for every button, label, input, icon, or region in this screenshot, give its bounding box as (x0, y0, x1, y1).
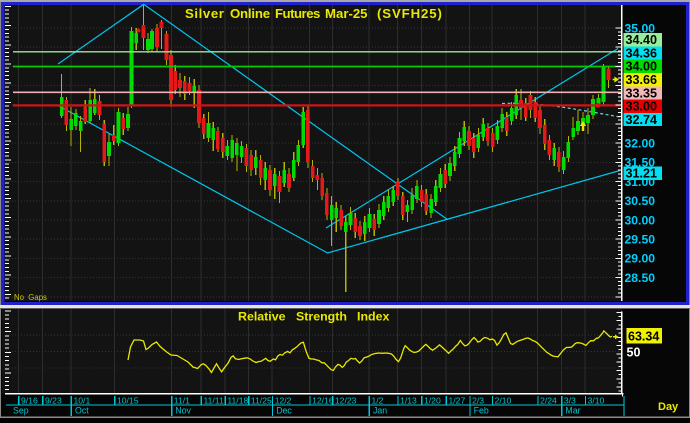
svg-text:32.74: 32.74 (626, 113, 658, 127)
svg-text:30.50: 30.50 (625, 194, 656, 208)
svg-text:35.00: 35.00 (625, 21, 656, 35)
svg-text:2/10: 2/10 (495, 395, 512, 405)
svg-text:32.00: 32.00 (625, 137, 656, 151)
svg-text:Dec: Dec (276, 406, 292, 416)
svg-text:31.21: 31.21 (626, 167, 658, 181)
svg-text:3/10: 3/10 (588, 395, 605, 405)
svg-text:1/27: 1/27 (449, 395, 466, 405)
svg-text:34.36: 34.36 (626, 46, 658, 60)
svg-text:Feb: Feb (474, 406, 489, 416)
svg-text:Nov: Nov (175, 406, 191, 416)
svg-text:1/13: 1/13 (400, 395, 417, 405)
svg-text:10/1: 10/1 (74, 395, 91, 405)
svg-text:30.00: 30.00 (625, 213, 656, 227)
svg-text:12/16: 12/16 (312, 395, 334, 405)
svg-text:10/15: 10/15 (117, 395, 139, 405)
svg-text:34.40: 34.40 (626, 33, 658, 47)
svg-text:28.50: 28.50 (625, 271, 656, 285)
svg-text:12/2: 12/2 (275, 395, 292, 405)
svg-text:33.00: 33.00 (626, 100, 658, 114)
svg-text:12/23: 12/23 (335, 395, 357, 405)
svg-text:33.35: 33.35 (626, 86, 658, 100)
svg-text:1/20: 1/20 (424, 395, 441, 405)
svg-text:No Gaps: No Gaps (14, 293, 47, 302)
svg-text:33.66: 33.66 (626, 73, 658, 87)
svg-text:3/3: 3/3 (564, 395, 576, 405)
svg-text:1/2: 1/2 (372, 395, 384, 405)
svg-text:Oct: Oct (75, 406, 89, 416)
svg-text:2/24: 2/24 (540, 395, 557, 405)
svg-text:34.00: 34.00 (626, 60, 658, 74)
svg-text:11/18: 11/18 (227, 395, 248, 405)
svg-text:Mar: Mar (565, 406, 580, 416)
svg-text:29.50: 29.50 (625, 233, 656, 247)
svg-text:11/1: 11/1 (174, 395, 190, 405)
svg-text:11/25: 11/25 (251, 395, 272, 405)
svg-text:11/11: 11/11 (204, 395, 224, 405)
svg-text:9/23: 9/23 (45, 395, 62, 405)
svg-text:9/16: 9/16 (21, 395, 38, 405)
svg-text:50: 50 (627, 346, 641, 360)
svg-text:2/3: 2/3 (472, 395, 484, 405)
svg-text:31.50: 31.50 (625, 156, 656, 170)
svg-text:Day: Day (658, 401, 679, 413)
svg-text:Sep: Sep (13, 406, 29, 416)
svg-text:29.00: 29.00 (625, 252, 656, 266)
svg-text:Jan: Jan (373, 406, 387, 416)
svg-text:63.34: 63.34 (628, 330, 659, 344)
